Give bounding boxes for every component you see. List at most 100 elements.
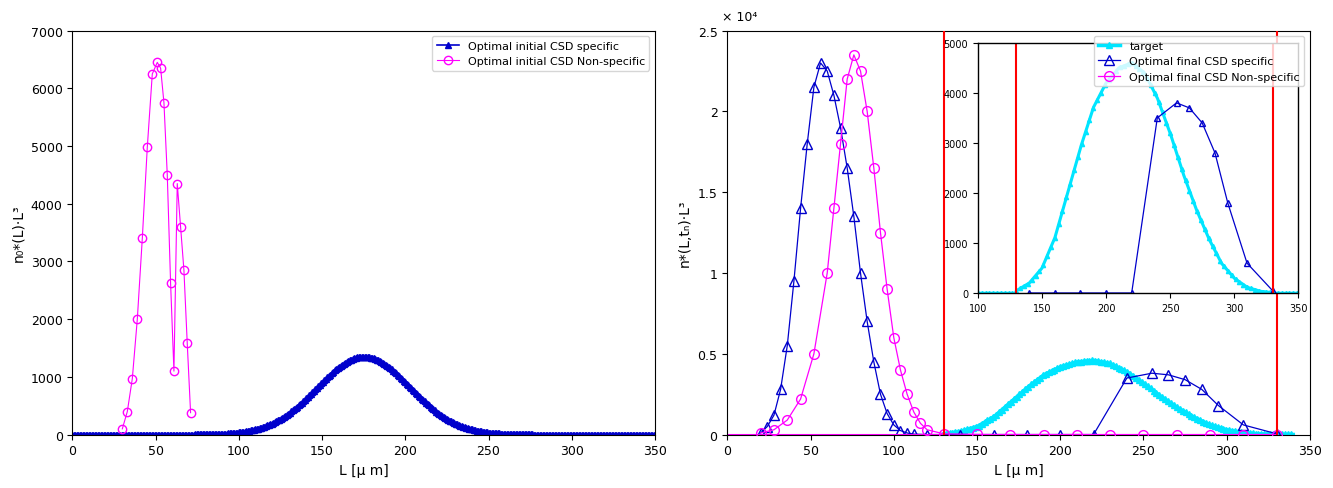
Optimal final CSD specific [826, 93, 842, 99]
Optimal final CSD Non-specific [905, 409, 921, 415]
Optimal final CSD specific [833, 125, 849, 131]
Line: target: target [941, 358, 1296, 437]
Optimal final CSD specific [806, 85, 822, 91]
Optimal final CSD Non-specific [900, 391, 916, 397]
Optimal initial CSD Non-specific [124, 376, 140, 382]
Optimal final CSD specific [1052, 432, 1068, 438]
Optimal final CSD specific [886, 422, 902, 428]
Optimal final CSD Non-specific [912, 421, 928, 427]
target [1278, 431, 1294, 437]
target [1085, 358, 1101, 364]
Optimal final CSD specific [1161, 372, 1177, 378]
Optimal initial CSD specific [459, 425, 475, 431]
Optimal final CSD specific [918, 432, 934, 438]
Line: Optimal final CSD specific: Optimal final CSD specific [756, 59, 1281, 440]
Optimal final CSD Non-specific [753, 430, 769, 436]
Optimal final CSD Non-specific [1002, 432, 1018, 438]
Optimal initial CSD specific [64, 432, 80, 438]
Optimal final CSD specific [860, 319, 876, 325]
Line: Optimal initial CSD Non-specific: Optimal initial CSD Non-specific [119, 59, 195, 433]
Optimal final CSD Non-specific [766, 427, 782, 433]
Optimal final CSD Non-specific [893, 367, 909, 373]
Optimal final CSD Non-specific [1202, 432, 1218, 438]
target [936, 431, 952, 437]
Optimal final CSD Non-specific [1102, 432, 1118, 438]
Optimal final CSD specific [1144, 370, 1160, 376]
Legend: Optimal initial CSD specific, Optimal initial CSD Non-specific: Optimal initial CSD specific, Optimal in… [432, 37, 649, 72]
Optimal final CSD specific [813, 61, 829, 67]
Optimal final CSD Non-specific [1136, 432, 1152, 438]
Optimal final CSD Non-specific [806, 351, 822, 357]
Optimal initial CSD specific [347, 356, 363, 362]
Optimal final CSD Non-specific [846, 53, 862, 59]
Optimal final CSD Non-specific [873, 230, 889, 236]
Optimal final CSD Non-specific [1269, 432, 1285, 438]
Optimal initial CSD Non-specific [115, 426, 131, 432]
Optimal final CSD Non-specific [860, 109, 876, 115]
Optimal initial CSD Non-specific [172, 224, 188, 230]
Optimal final CSD specific [880, 411, 896, 417]
Optimal initial CSD Non-specific [159, 173, 175, 179]
Optimal initial CSD Non-specific [176, 267, 192, 273]
Optimal initial CSD Non-specific [156, 101, 172, 106]
Optimal final CSD specific [1210, 403, 1226, 408]
Optimal final CSD specific [1085, 432, 1101, 438]
Optimal initial CSD Non-specific [179, 341, 195, 346]
Optimal initial CSD Non-specific [152, 66, 168, 72]
Optimal final CSD specific [1269, 431, 1285, 437]
Optimal final CSD Non-specific [1036, 432, 1052, 438]
Optimal final CSD specific [820, 69, 836, 75]
Optimal final CSD specific [766, 412, 782, 418]
Optimal final CSD Non-specific [969, 431, 985, 437]
Optimal final CSD specific [866, 359, 882, 365]
Optimal initial CSD specific [647, 432, 663, 438]
Optimal final CSD specific [800, 142, 816, 147]
Optimal initial CSD Non-specific [135, 236, 151, 242]
Optimal final CSD Non-specific [826, 206, 842, 212]
Optimal final CSD Non-specific [1069, 432, 1085, 438]
Optimal final CSD specific [1118, 375, 1134, 381]
Optimal final CSD Non-specific [1236, 432, 1252, 438]
Optimal final CSD specific [780, 343, 796, 349]
target [1070, 359, 1086, 365]
Optimal final CSD specific [900, 430, 916, 436]
Optimal initial CSD Non-specific [149, 61, 165, 66]
Optimal initial CSD Non-specific [169, 181, 185, 187]
Text: × 10⁴: × 10⁴ [721, 11, 757, 23]
Optimal final CSD specific [893, 428, 909, 434]
Line: Optimal final CSD Non-specific: Optimal final CSD Non-specific [756, 51, 1281, 440]
Optimal initial CSD Non-specific [129, 317, 145, 323]
Optimal final CSD specific [905, 431, 921, 437]
Optimal initial CSD Non-specific [165, 368, 181, 374]
Optimal final CSD specific [1018, 432, 1034, 438]
target [976, 420, 992, 426]
Optimal final CSD Non-specific [833, 142, 849, 147]
Optimal final CSD specific [1194, 386, 1210, 392]
Optimal initial CSD Non-specific [183, 410, 199, 416]
Optimal final CSD Non-specific [853, 69, 869, 75]
Optimal final CSD Non-specific [793, 396, 809, 402]
Optimal final CSD Non-specific [880, 286, 896, 292]
Optimal initial CSD specific [284, 408, 300, 414]
Legend: target, Optimal final CSD specific, Optimal final CSD Non-specific: target, Optimal final CSD specific, Opti… [1094, 37, 1305, 87]
target [1269, 431, 1285, 437]
Optimal initial CSD specific [296, 398, 312, 404]
Optimal final CSD specific [1236, 422, 1252, 428]
X-axis label: L [μ m]: L [μ m] [339, 463, 389, 477]
Optimal final CSD Non-specific [820, 270, 836, 276]
Optimal initial CSD specific [217, 431, 233, 437]
Optimal final CSD specific [846, 214, 862, 220]
Optimal final CSD specific [853, 270, 869, 276]
Optimal initial CSD specific [356, 354, 372, 360]
X-axis label: L [μ m]: L [μ m] [994, 463, 1044, 477]
Optimal final CSD Non-specific [886, 335, 902, 341]
target [1241, 430, 1257, 436]
target [1085, 358, 1101, 364]
Optimal final CSD specific [985, 432, 1001, 438]
Optimal final CSD specific [760, 424, 776, 429]
Optimal final CSD specific [840, 166, 856, 172]
Optimal initial CSD Non-specific [163, 281, 179, 287]
Optimal initial CSD Non-specific [140, 145, 156, 151]
Optimal final CSD Non-specific [936, 431, 952, 437]
target [996, 405, 1012, 410]
